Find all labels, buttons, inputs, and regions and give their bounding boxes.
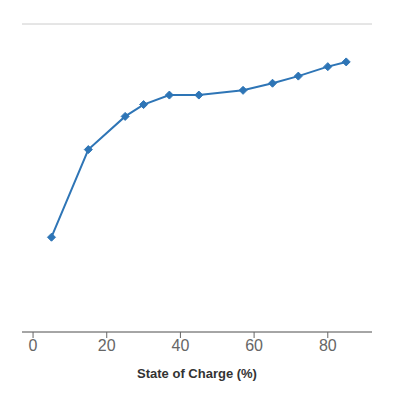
svg-text:80: 80 <box>319 337 337 354</box>
svg-text:0: 0 <box>29 337 38 354</box>
svg-text:State of Charge (%): State of Charge (%) <box>137 366 257 381</box>
svg-text:40: 40 <box>172 337 190 354</box>
svg-text:20: 20 <box>98 337 116 354</box>
svg-text:60: 60 <box>245 337 263 354</box>
